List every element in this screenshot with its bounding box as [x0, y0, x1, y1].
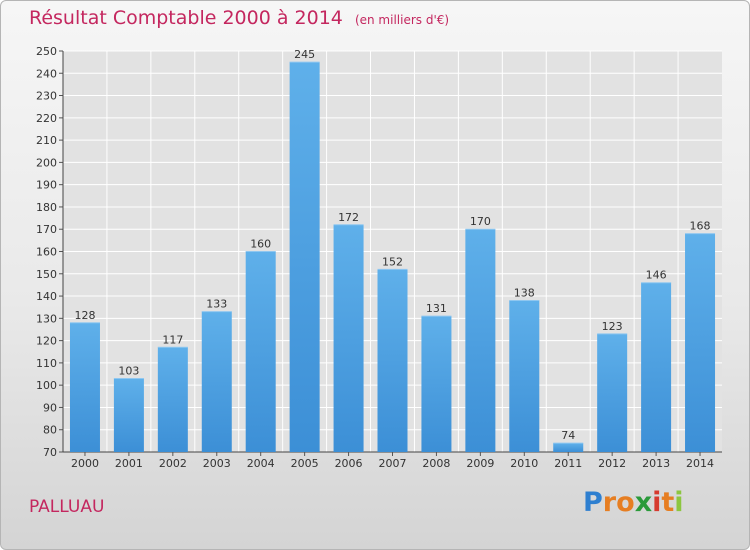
y-tick-label: 160	[36, 246, 57, 259]
chart-title: Résultat Comptable 2000 à 2014 (en milli…	[29, 7, 449, 29]
logo-letter: o	[616, 487, 635, 518]
bar	[597, 333, 628, 452]
x-tick-label: 2009	[466, 457, 494, 470]
y-tick-label: 210	[36, 134, 57, 147]
bar-value-label: 160	[250, 238, 271, 251]
y-tick-label: 150	[36, 268, 57, 281]
x-tick-label: 2014	[686, 457, 714, 470]
bar-value-label: 128	[74, 309, 95, 322]
bar	[509, 300, 540, 452]
bar-value-label: 74	[561, 429, 575, 442]
x-tick-label: 2001	[115, 457, 143, 470]
x-tick-label: 2013	[642, 457, 670, 470]
chart-title-text: Résultat Comptable 2000 à 2014	[29, 7, 343, 29]
x-tick-label: 2005	[291, 457, 319, 470]
x-tick-label: 2000	[71, 457, 99, 470]
logo-letter: i	[652, 487, 662, 518]
x-tick-label: 2010	[510, 457, 538, 470]
y-tick-label: 90	[43, 401, 57, 414]
y-tick-label: 220	[36, 112, 57, 125]
bar	[289, 62, 320, 453]
logo-letter: P	[583, 487, 603, 518]
bar	[333, 224, 364, 452]
y-tick-label: 80	[43, 424, 57, 437]
bar-value-label: 117	[162, 333, 183, 346]
bar	[685, 233, 716, 452]
bar	[69, 322, 100, 452]
y-tick-label: 190	[36, 179, 57, 192]
bar-value-label: 168	[690, 220, 711, 233]
bar-value-label: 146	[646, 269, 667, 282]
bar	[245, 251, 276, 452]
x-tick-label: 2002	[159, 457, 187, 470]
bar-value-label: 138	[514, 287, 535, 300]
y-tick-label: 180	[36, 201, 57, 214]
x-tick-label: 2008	[422, 457, 450, 470]
y-tick-label: 130	[36, 312, 57, 325]
bar-value-label: 133	[206, 298, 227, 311]
chart-subtitle: (en milliers d'€)	[354, 13, 450, 27]
y-tick-label: 230	[36, 90, 57, 103]
y-tick-label: 70	[43, 446, 57, 459]
y-tick-label: 200	[36, 156, 57, 169]
x-tick-label: 2003	[203, 457, 231, 470]
bar-value-label: 152	[382, 255, 403, 268]
x-tick-label: 2004	[247, 457, 275, 470]
bar	[553, 443, 584, 452]
logo-letter: x	[634, 487, 653, 518]
y-tick-label: 110	[36, 357, 57, 370]
bar-value-label: 172	[338, 211, 359, 224]
bar-value-label: 170	[470, 215, 491, 228]
y-tick-label: 140	[36, 290, 57, 303]
x-tick-label: 2012	[598, 457, 626, 470]
bar	[465, 229, 496, 452]
bar-value-label: 245	[294, 48, 315, 61]
bar	[421, 316, 452, 452]
logo-letter: i	[674, 487, 684, 518]
bar	[377, 269, 408, 452]
logo-letter: r	[602, 487, 617, 518]
y-tick-label: 170	[36, 223, 57, 236]
x-tick-label: 2011	[554, 457, 582, 470]
proxiti-logo: Proxiti	[583, 487, 684, 518]
y-tick-label: 120	[36, 335, 57, 348]
bar	[201, 311, 232, 452]
y-tick-label: 240	[36, 67, 57, 80]
bar	[641, 282, 672, 452]
y-tick-label: 100	[36, 379, 57, 392]
town-name: PALLUAU	[29, 497, 105, 517]
y-tick-label: 250	[36, 45, 57, 58]
bar-value-label: 123	[602, 320, 623, 333]
x-tick-label: 2006	[335, 457, 363, 470]
bar-value-label: 131	[426, 302, 447, 315]
bar	[157, 347, 188, 452]
bar	[113, 378, 144, 452]
logo-letter: t	[661, 487, 675, 518]
x-tick-label: 2007	[379, 457, 407, 470]
bar-value-label: 103	[118, 364, 139, 377]
